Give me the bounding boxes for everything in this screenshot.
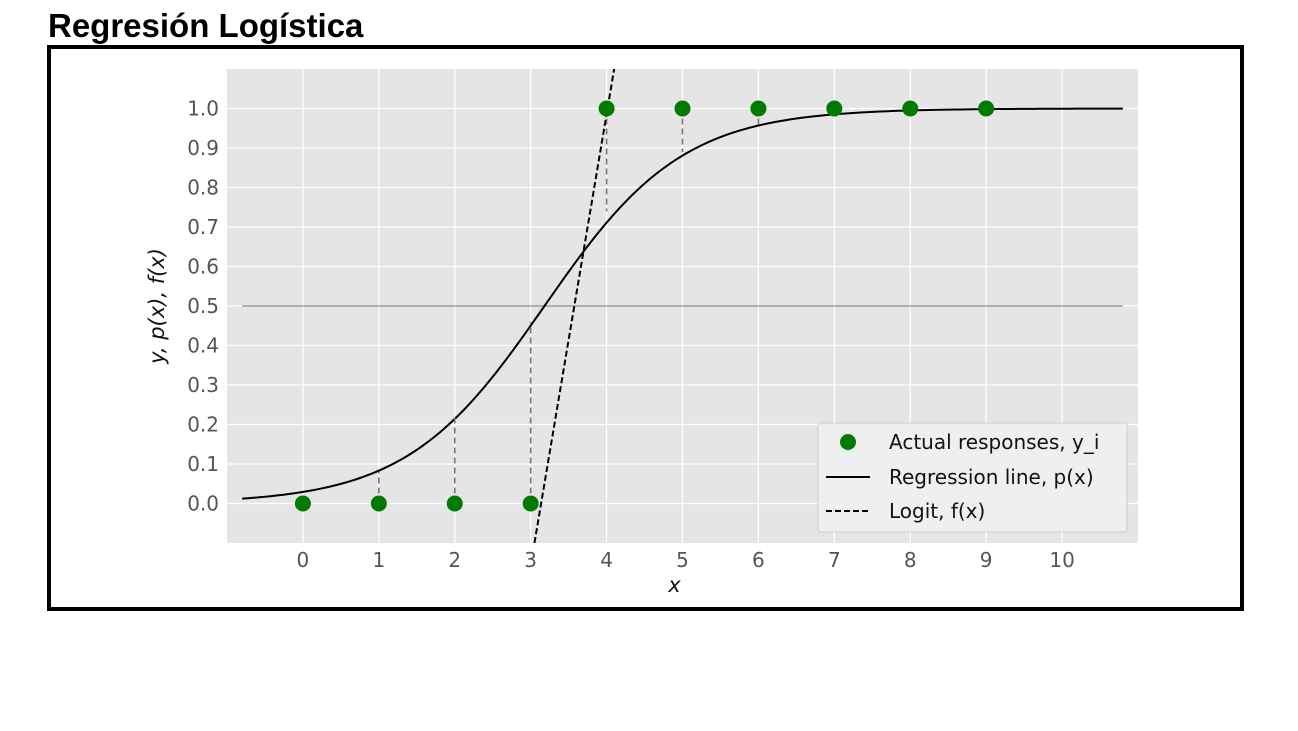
- data-point: [978, 100, 995, 117]
- x-tick-label: 1: [372, 548, 385, 572]
- logit-line: [533, 68, 616, 544]
- x-tick-label: 4: [600, 548, 613, 572]
- x-tick-label: 7: [828, 548, 841, 572]
- y-tick-label: 0.7: [187, 215, 219, 239]
- data-point: [902, 100, 919, 117]
- y-tick-label: 1.0: [187, 97, 219, 121]
- regression-line: [242, 107, 1123, 500]
- legend-label: Logit, f(x): [889, 499, 985, 523]
- y-tick-label: 0.9: [187, 136, 219, 160]
- y-tick-label: 0.4: [187, 334, 219, 358]
- data-point: [522, 495, 539, 512]
- x-tick-label: 8: [904, 548, 917, 572]
- x-tick-label: 9: [980, 548, 993, 572]
- y-tick-label: 0.1: [187, 452, 219, 476]
- data-point: [294, 495, 311, 512]
- x-axis-label: x: [667, 573, 681, 597]
- data-point: [598, 100, 615, 117]
- data-point: [674, 100, 691, 117]
- data-point: [446, 495, 463, 512]
- x-tick-label: 2: [448, 548, 461, 572]
- y-tick-label: 0.3: [187, 373, 219, 397]
- y-tick-label: 0.6: [187, 255, 219, 279]
- y-axis-label: y, p(x), f(x): [145, 248, 169, 365]
- page-title: Regresión Logística: [48, 7, 364, 44]
- legend-marker-points: [840, 434, 856, 450]
- y-tick-label: 0.0: [187, 492, 219, 516]
- x-tick-label: 10: [1049, 548, 1074, 572]
- x-tick-label: 3: [524, 548, 537, 572]
- x-tick-label: 0: [297, 548, 310, 572]
- legend-label: Actual responses, y_i: [889, 430, 1099, 454]
- y-tick-label: 0.2: [187, 413, 219, 437]
- y-tick-label: 0.8: [187, 176, 219, 200]
- data-point: [750, 100, 767, 117]
- legend-box: [817, 422, 1128, 533]
- x-tick-label: 5: [676, 548, 689, 572]
- y-tick-label: 0.5: [187, 294, 219, 318]
- legend-label: Regression line, p(x): [889, 465, 1094, 489]
- data-point: [826, 100, 843, 117]
- x-tick-label: 6: [752, 548, 765, 572]
- data-point: [370, 495, 387, 512]
